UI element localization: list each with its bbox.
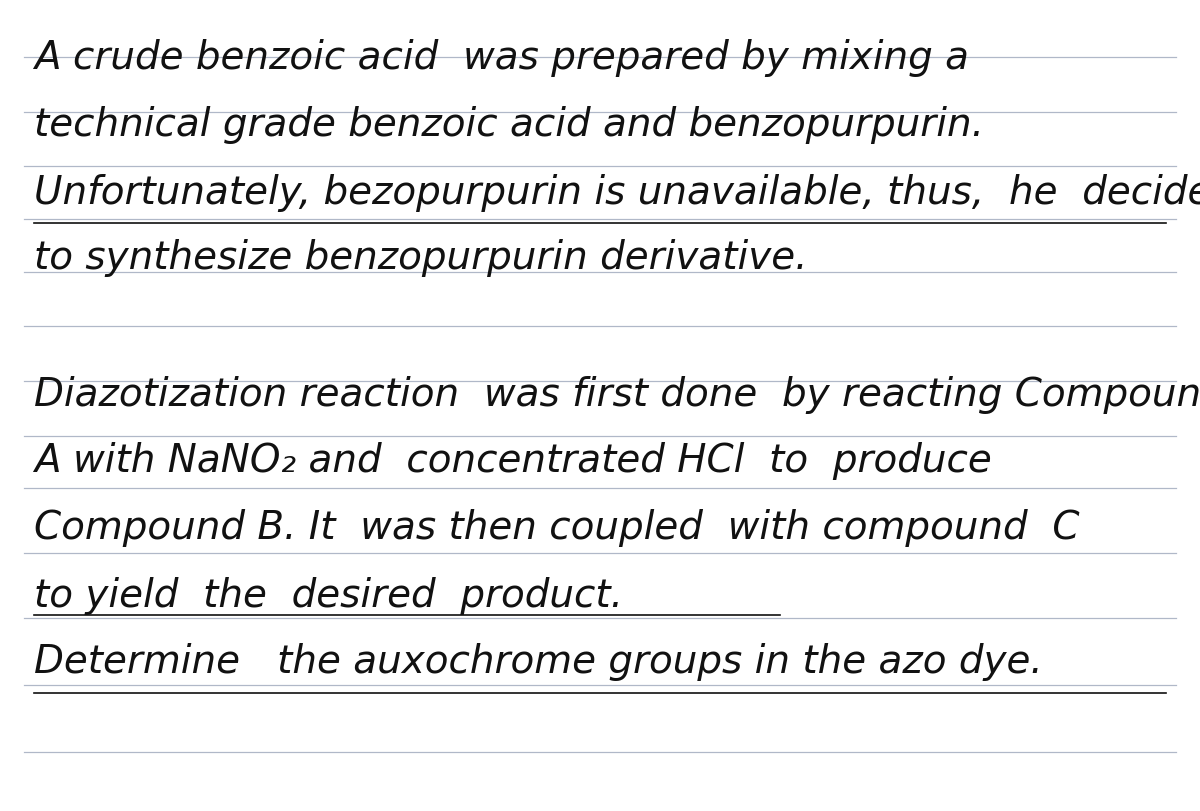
Text: technical grade benzoic acid and benzopurpurin.: technical grade benzoic acid and benzopu… [34, 106, 984, 144]
Text: Determine   the auxochrome groups in the azo dye.: Determine the auxochrome groups in the a… [34, 643, 1043, 681]
Text: Compound B. It  was then coupled  with compound  C: Compound B. It was then coupled with com… [34, 509, 1079, 547]
Text: Diazotization reaction  was first done  by reacting Compound: Diazotization reaction was first done by… [34, 375, 1200, 414]
Text: A with NaNO₂ and  concentrated HCl  to  produce: A with NaNO₂ and concentrated HCl to pro… [34, 442, 991, 480]
Text: to yield  the  desired  product.: to yield the desired product. [34, 577, 623, 615]
Text: A crude benzoic acid  was prepared by mixing a: A crude benzoic acid was prepared by mix… [34, 39, 968, 77]
Text: Unfortunately, bezopurpurin is unavailable, thus,  he  decides: Unfortunately, bezopurpurin is unavailab… [34, 174, 1200, 212]
Text: to synthesize benzopurpurin derivative.: to synthesize benzopurpurin derivative. [34, 239, 808, 277]
